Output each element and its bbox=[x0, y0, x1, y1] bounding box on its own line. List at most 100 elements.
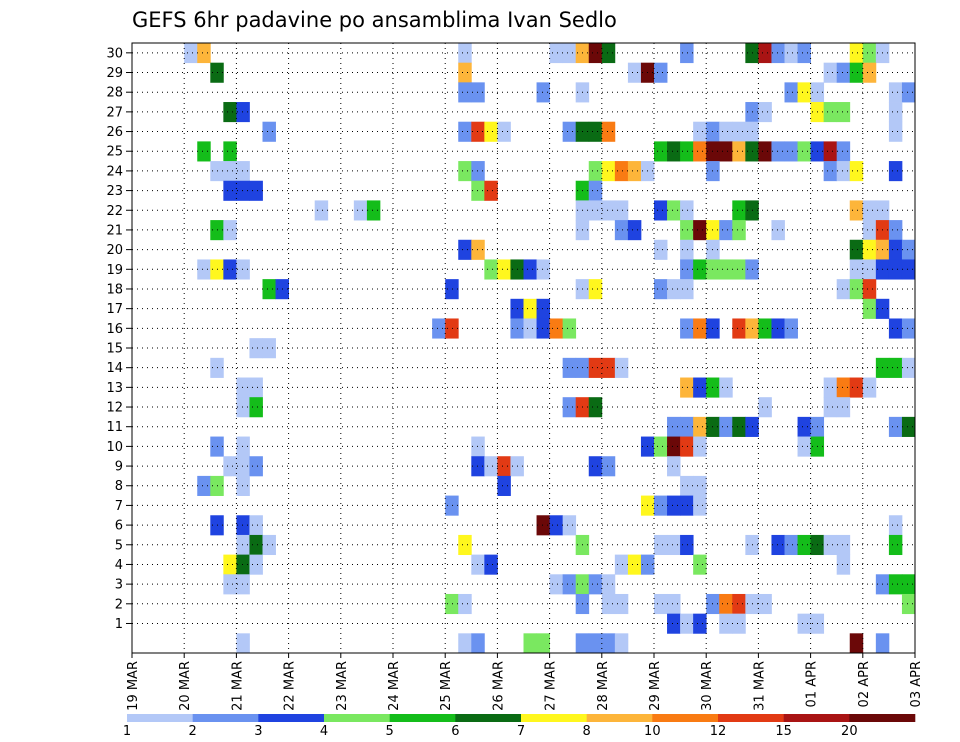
colorbar-label: 12 bbox=[710, 724, 727, 739]
x-tick-label: 19 MAR bbox=[126, 661, 141, 711]
heatmap-cell bbox=[223, 141, 237, 162]
heatmap-cell bbox=[667, 416, 681, 437]
heatmap-cell bbox=[680, 377, 694, 398]
heatmap-cell bbox=[680, 43, 694, 64]
heatmap-cell bbox=[849, 200, 864, 221]
heatmap-cell bbox=[680, 259, 694, 280]
heatmap-cell bbox=[523, 318, 537, 339]
heatmap-cell bbox=[680, 475, 694, 496]
heatmap-cell bbox=[836, 161, 851, 182]
heatmap-cell bbox=[693, 121, 707, 142]
heatmap-cell bbox=[693, 318, 707, 339]
heatmap-cell bbox=[771, 318, 785, 339]
heatmap-cell bbox=[484, 180, 498, 201]
heatmap-cell bbox=[562, 357, 577, 378]
heatmap-cell bbox=[693, 259, 707, 280]
heatmap-cell bbox=[314, 200, 329, 221]
heatmap-cell bbox=[562, 397, 577, 418]
colorbar-swatch bbox=[192, 714, 259, 722]
heatmap-cell bbox=[667, 141, 681, 162]
heatmap-cell bbox=[562, 574, 577, 595]
heatmap-cell bbox=[471, 161, 485, 182]
colorbar-swatch bbox=[652, 714, 719, 722]
heatmap-cell bbox=[680, 613, 694, 634]
heatmap-cell bbox=[588, 200, 603, 221]
heatmap-cell bbox=[823, 377, 838, 398]
heatmap-cell bbox=[458, 593, 472, 615]
heatmap-cell bbox=[445, 279, 459, 300]
heatmap-cell bbox=[236, 377, 250, 398]
heatmap-cell bbox=[601, 121, 616, 142]
x-tick-label: 27 MAR bbox=[544, 661, 559, 711]
heatmap-cell bbox=[484, 554, 498, 575]
heatmap-cell bbox=[797, 613, 811, 634]
heatmap-cell bbox=[223, 259, 237, 280]
heatmap-cell bbox=[236, 259, 250, 280]
heatmap-cell bbox=[249, 534, 263, 556]
heatmap-cell bbox=[588, 397, 603, 418]
colorbar-label: 7 bbox=[517, 724, 525, 739]
heatmap-cell bbox=[667, 200, 681, 221]
heatmap-cell bbox=[693, 377, 707, 398]
heatmap-cell bbox=[693, 613, 707, 634]
heatmap-cell bbox=[849, 62, 864, 83]
heatmap-cell bbox=[654, 62, 668, 83]
y-tick-label: 13 bbox=[106, 381, 123, 396]
heatmap-cell bbox=[471, 239, 485, 260]
heatmap-cell bbox=[445, 318, 459, 339]
colorbar-swatch bbox=[455, 714, 522, 722]
heatmap-cell bbox=[262, 534, 276, 556]
heatmap-cell bbox=[549, 574, 564, 595]
x-tick-label: 31 MAR bbox=[752, 661, 767, 711]
heatmap-cell bbox=[484, 259, 498, 280]
heatmap-cell bbox=[732, 121, 746, 142]
heatmap-cell bbox=[667, 279, 681, 300]
heatmap-cell bbox=[601, 633, 616, 654]
heatmap-cell bbox=[888, 259, 903, 280]
x-tick-label: 28 MAR bbox=[596, 661, 611, 711]
heatmap-cell bbox=[366, 200, 381, 221]
heatmap-cell bbox=[862, 377, 877, 398]
x-tick-label: 02 APR bbox=[857, 661, 872, 707]
heatmap-cell bbox=[719, 259, 733, 280]
heatmap-cell bbox=[614, 554, 629, 575]
heatmap-cell bbox=[732, 259, 746, 280]
heatmap-cell bbox=[732, 593, 746, 615]
heatmap-cell bbox=[797, 43, 811, 64]
heatmap-cell bbox=[823, 397, 838, 418]
heatmap-cell bbox=[849, 161, 864, 182]
heatmap-cell bbox=[249, 456, 263, 477]
heatmap-cell bbox=[601, 161, 616, 182]
heatmap-cell bbox=[654, 495, 668, 516]
y-tick-label: 24 bbox=[106, 164, 123, 179]
heatmap-cell bbox=[862, 239, 877, 260]
heatmap-cell bbox=[797, 82, 811, 103]
heatmap-cell bbox=[888, 534, 903, 556]
heatmap-cell bbox=[693, 475, 707, 496]
heatmap-cell bbox=[758, 43, 772, 64]
heatmap-cell bbox=[849, 259, 864, 280]
heatmap-cell bbox=[719, 613, 733, 634]
heatmap-cell bbox=[471, 633, 485, 654]
heatmap-cell bbox=[562, 318, 577, 339]
heatmap-cell bbox=[797, 534, 811, 556]
heatmap-cell bbox=[614, 200, 629, 221]
heatmap-cell bbox=[680, 200, 694, 221]
heatmap-cell bbox=[888, 239, 903, 260]
heatmap-cell bbox=[719, 121, 733, 142]
heatmap-cell bbox=[849, 377, 864, 398]
y-tick-label: 3 bbox=[115, 578, 123, 593]
y-tick-label: 25 bbox=[106, 145, 123, 160]
y-tick-label: 22 bbox=[106, 204, 123, 219]
heatmap-cell bbox=[588, 357, 603, 378]
heatmap-cell bbox=[693, 416, 707, 437]
heatmap-cell bbox=[901, 82, 916, 103]
heatmap-cell bbox=[771, 534, 785, 556]
colorbar-label: 4 bbox=[320, 724, 328, 739]
heatmap-cell bbox=[236, 397, 250, 418]
heatmap-cell bbox=[445, 495, 459, 516]
heatmap-cell bbox=[784, 82, 798, 103]
heatmap-cell bbox=[732, 220, 746, 241]
heatmap-cell bbox=[223, 161, 237, 182]
heatmap-cell bbox=[836, 397, 851, 418]
